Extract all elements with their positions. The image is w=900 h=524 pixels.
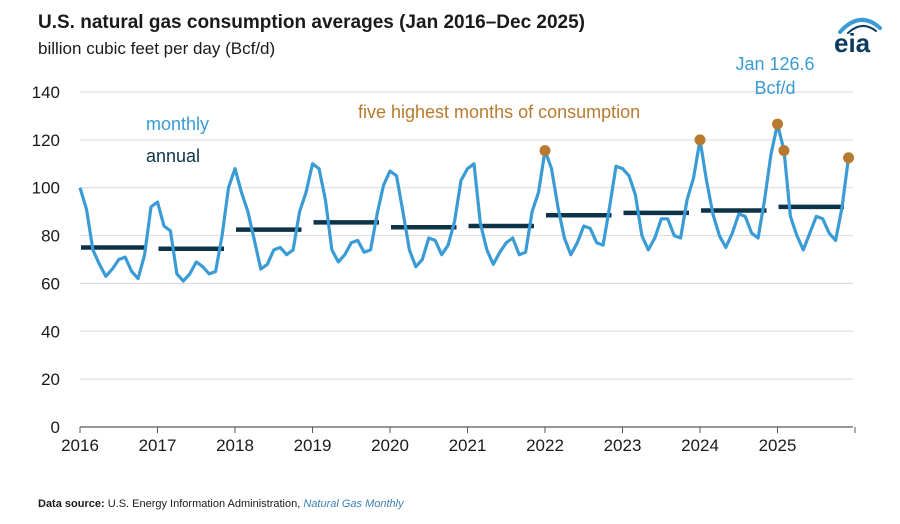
- x-tick-label: 2022: [526, 436, 564, 455]
- x-tick-label: 2019: [294, 436, 332, 455]
- eia-logo: eia: [834, 14, 886, 58]
- x-tick-label: 2025: [759, 436, 797, 455]
- highest-month-marker: [843, 152, 855, 164]
- x-tick-label: 2016: [61, 436, 99, 455]
- source-label: Data source:: [38, 498, 105, 510]
- annotation-peak-value: Jan 126.6: [735, 54, 814, 74]
- x-tick-label: 2023: [604, 436, 642, 455]
- chart-subtitle: billion cubic feet per day (Bcf/d): [38, 39, 276, 58]
- highest-month-marker: [694, 134, 706, 146]
- y-tick-label: 80: [41, 227, 60, 246]
- monthly-series-line: [78, 122, 851, 283]
- logo-arc-icon: [838, 18, 882, 34]
- highest-month-marker: [539, 145, 551, 157]
- data-source: Data source: U.S. Energy Information Adm…: [38, 498, 404, 510]
- source-text: U.S. Energy Information Administration,: [104, 498, 304, 510]
- legend-annual: annual: [146, 146, 200, 166]
- y-tick-label: 0: [51, 418, 60, 437]
- line-chart: 0 20 40 60 80 100 120 140 2016 2017 2018 2019 2020 20…: [32, 54, 856, 455]
- highest-month-marker: [778, 145, 790, 157]
- x-tick-label: 2021: [449, 436, 487, 455]
- annotation-highest-months: five highest months of consumption: [358, 102, 640, 122]
- legend-monthly: monthly: [146, 114, 209, 134]
- y-tick-label: 40: [41, 322, 60, 341]
- y-tick-label: 120: [32, 131, 60, 150]
- x-tick-label: 2017: [139, 436, 177, 455]
- y-tick-label: 140: [32, 83, 60, 102]
- y-tick-label: 100: [32, 179, 60, 198]
- chart-title: U.S. natural gas consumption averages (J…: [38, 12, 586, 33]
- highest-month-marker: [772, 118, 783, 130]
- x-tick-label: 2018: [216, 436, 254, 455]
- logo-text: eia: [834, 28, 871, 58]
- annotation-peak-unit: Bcf/d: [754, 78, 795, 98]
- y-tick-label: 60: [41, 274, 60, 293]
- source-publication: Natural Gas Monthly: [303, 498, 404, 510]
- y-tick-label: 20: [41, 370, 60, 389]
- x-tick-label: 2024: [681, 436, 719, 455]
- x-tick-label: 2020: [371, 436, 409, 455]
